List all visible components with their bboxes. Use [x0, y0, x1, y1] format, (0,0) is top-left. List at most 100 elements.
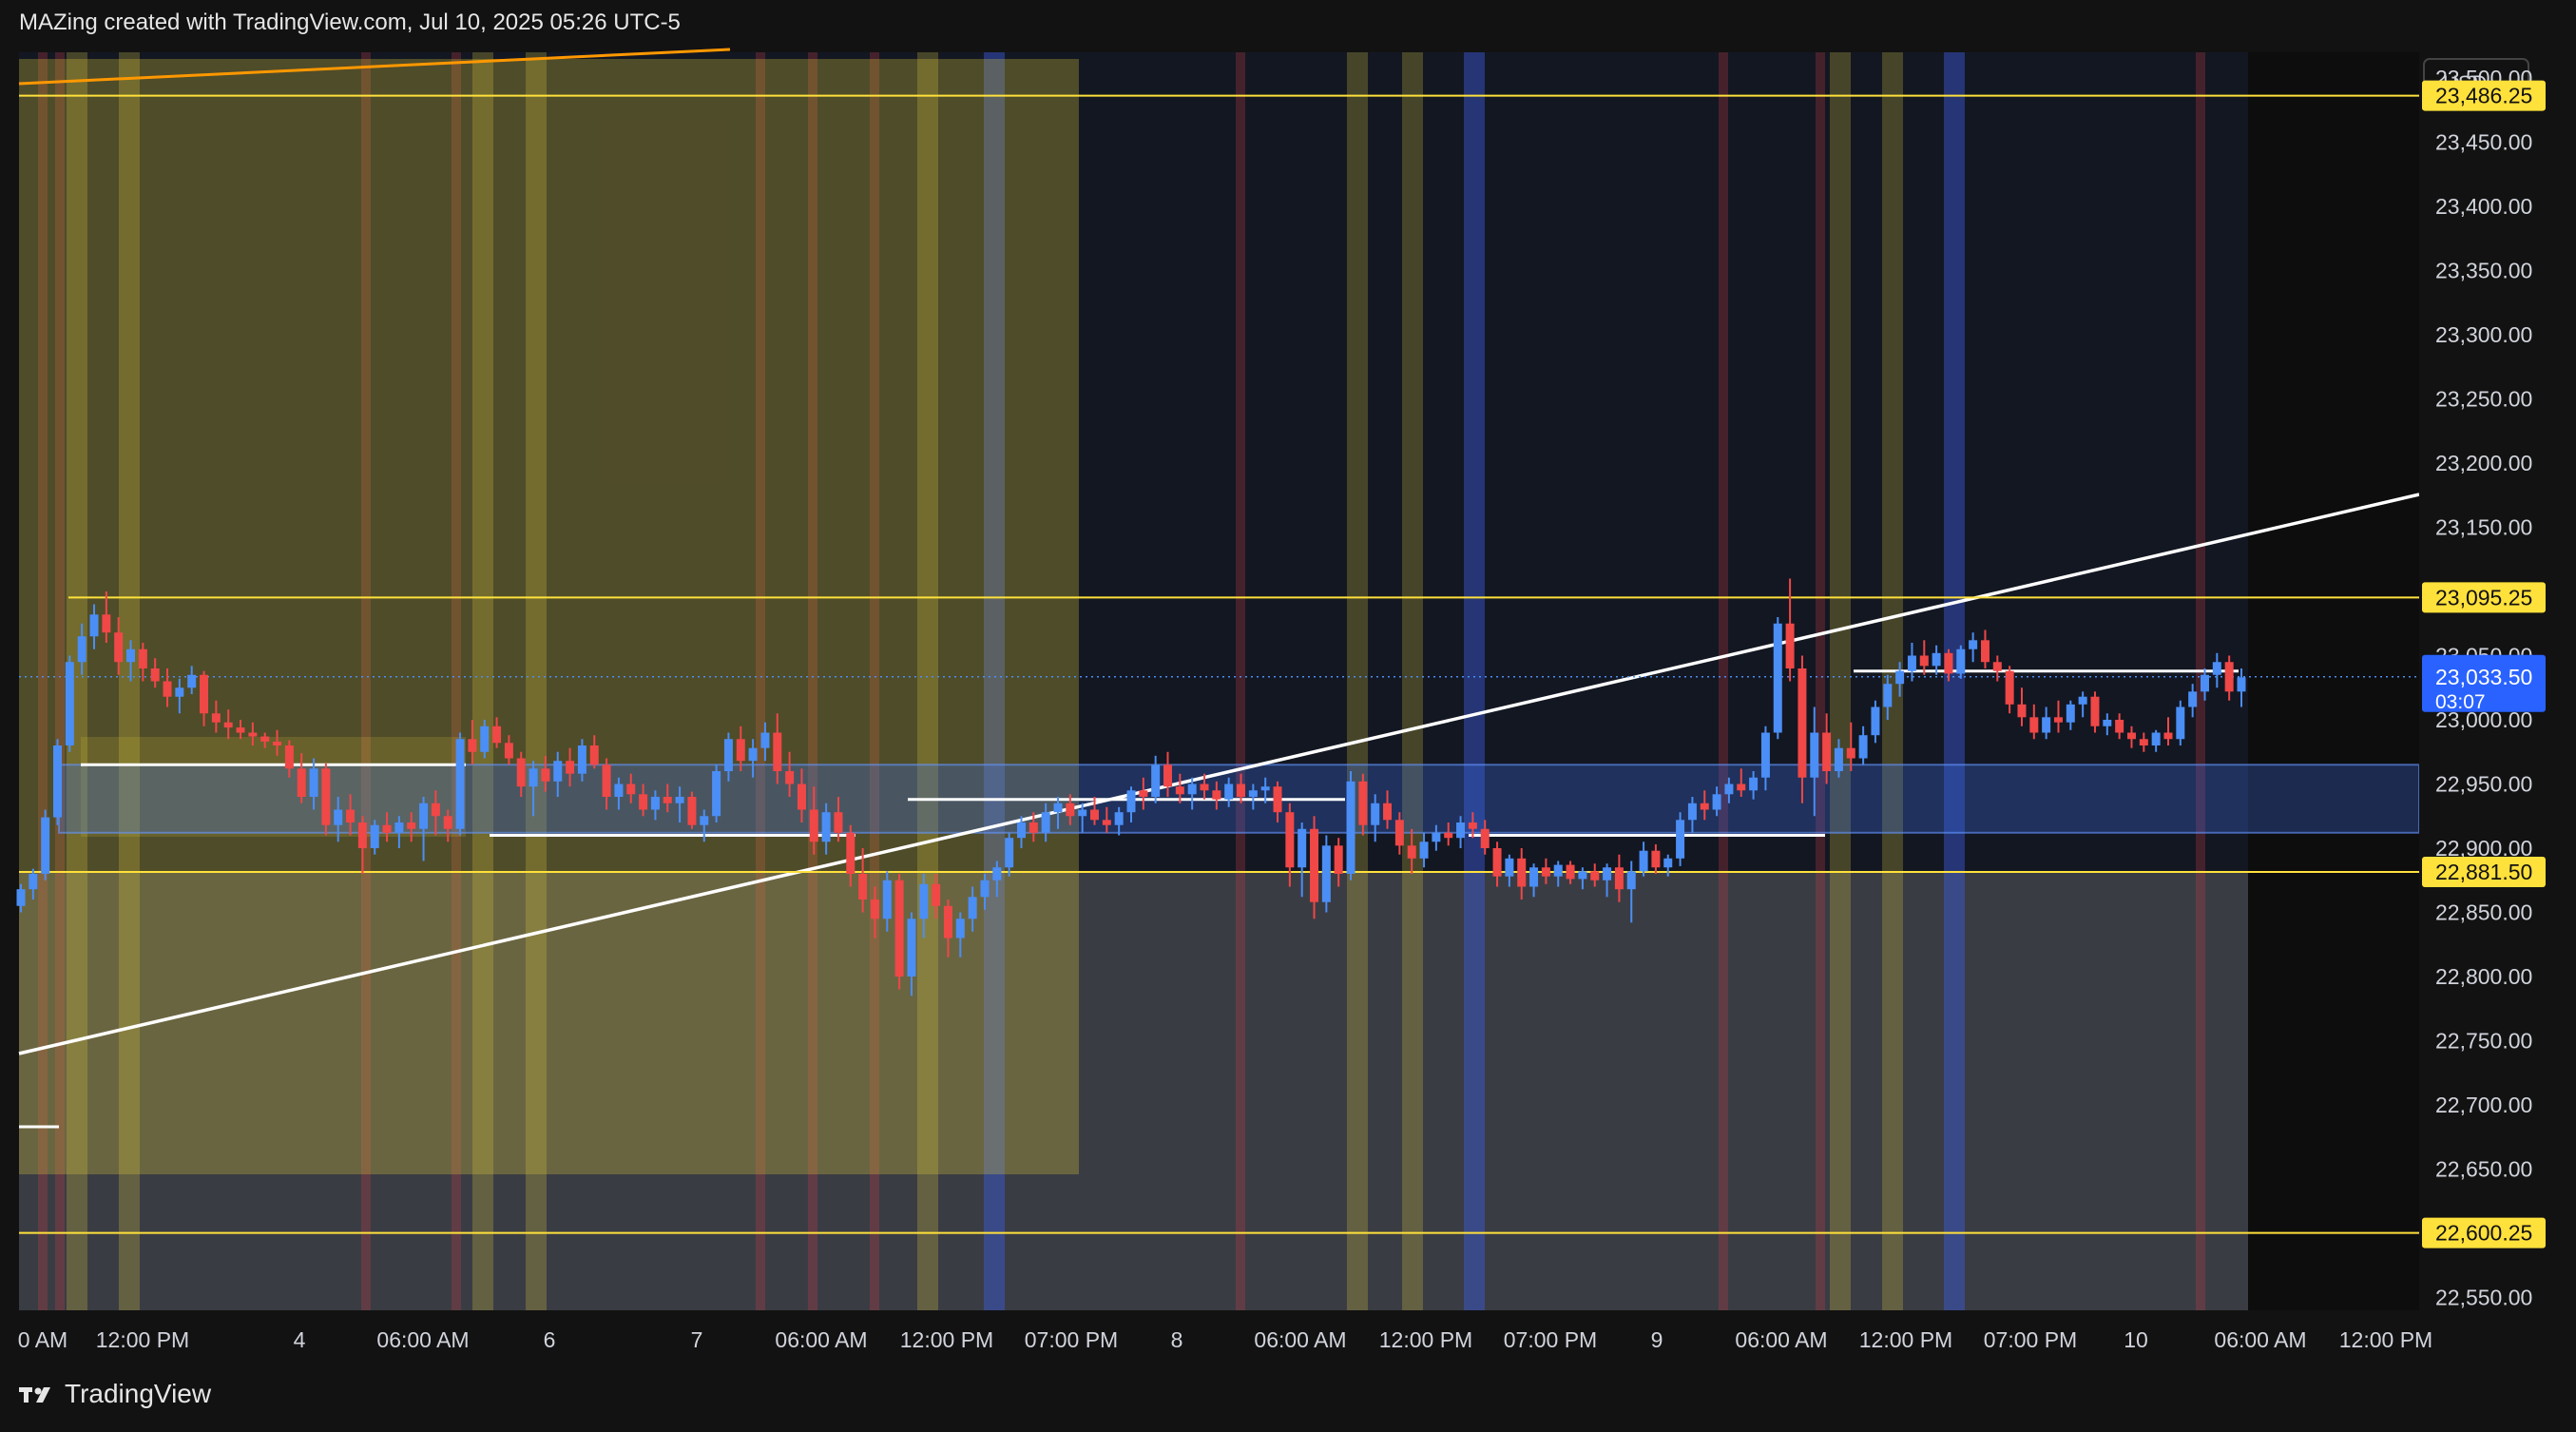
candle-body: [2115, 720, 2124, 733]
candle: [919, 874, 929, 939]
candle: [1016, 816, 1026, 848]
candle-body: [1383, 803, 1393, 821]
candle-body: [2176, 706, 2185, 740]
candle-body: [1151, 764, 1161, 797]
candle-body: [1846, 747, 1855, 759]
candle: [1578, 867, 1587, 890]
session-band: [67, 52, 87, 1310]
session-band: [1236, 52, 1245, 1310]
countdown-label: 03:07: [2435, 691, 2486, 713]
candle: [1797, 655, 1807, 803]
y-tick-label: 23,250.00: [2435, 387, 2532, 412]
candle: [2103, 713, 2112, 736]
candle-body: [1603, 867, 1612, 880]
candle: [1102, 806, 1111, 833]
tradingview-logo-icon: [19, 1387, 50, 1403]
candle-body: [687, 797, 697, 825]
tradingview-brand[interactable]: TradingView: [19, 1379, 211, 1409]
candle-body: [1980, 640, 1990, 663]
candle-body: [1737, 784, 1746, 791]
session-zone-upper: [19, 52, 2248, 872]
x-tick-label: 06:00 AM: [1254, 1327, 1346, 1352]
candle: [1590, 863, 1600, 887]
candle: [2139, 732, 2148, 752]
session-band: [55, 52, 65, 1310]
candle: [2237, 668, 2246, 707]
candle: [1773, 617, 1782, 740]
candle-body: [1883, 684, 1893, 707]
candle: [187, 666, 197, 694]
candle-body: [431, 803, 440, 817]
candle: [1846, 722, 1855, 771]
candle-body: [89, 614, 99, 637]
candle-body: [1614, 867, 1624, 890]
candle: [785, 751, 795, 797]
candle: [407, 812, 416, 842]
candle: [773, 713, 782, 784]
candle: [1517, 848, 1527, 900]
candle-body: [1492, 848, 1502, 877]
candle: [431, 790, 440, 836]
candle: [1444, 822, 1453, 846]
candle-body: [1041, 812, 1050, 833]
candle-body: [1700, 803, 1709, 810]
tradingview-brand-label: TradingView: [65, 1379, 212, 1408]
candle-body: [1566, 864, 1575, 880]
range-box: [19, 59, 1079, 1174]
candle: [712, 764, 721, 822]
candle: [1298, 822, 1307, 898]
candle: [1626, 861, 1636, 923]
candle: [650, 790, 660, 821]
candle: [114, 617, 124, 675]
candle: [321, 763, 331, 836]
candle-body: [1298, 828, 1307, 868]
candle-body: [1480, 828, 1490, 848]
candle-body: [138, 648, 147, 668]
candle: [1834, 739, 1843, 778]
candle-body: [1969, 640, 1978, 649]
candle: [821, 803, 831, 855]
candle-body: [16, 889, 26, 906]
candle-body: [41, 817, 50, 874]
candle: [1956, 645, 1966, 679]
candle: [639, 784, 648, 817]
current-price-label: 23,033.50: [2435, 665, 2532, 689]
candle-body: [1785, 623, 1795, 668]
candle-body: [1505, 858, 1514, 877]
candle-body: [2066, 704, 2075, 723]
session-band: [1816, 52, 1825, 1310]
candle-body: [809, 809, 818, 842]
candle-body: [700, 816, 709, 825]
candle-body: [2212, 662, 2221, 675]
candle-body: [1553, 864, 1563, 877]
x-tick-label: 6: [544, 1327, 556, 1352]
time-axis-background: [0, 1310, 2419, 1350]
candle: [468, 720, 477, 765]
x-tick-label: 10: [2124, 1327, 2148, 1352]
candle: [846, 824, 855, 887]
candle-body: [577, 745, 586, 774]
candle-body: [200, 674, 209, 714]
candle-body: [1541, 867, 1550, 877]
session-vertical-bands: [38, 52, 2205, 1310]
candle: [980, 874, 990, 910]
level-price-tag: [2422, 1217, 2546, 1248]
candle-body: [1394, 820, 1404, 846]
candle-body: [504, 743, 513, 759]
candle-body: [1078, 809, 1087, 817]
candle-body: [712, 771, 721, 817]
candle-body: [980, 880, 990, 898]
candle-body: [566, 761, 575, 774]
candle-body: [1760, 732, 1770, 778]
candle-body: [870, 900, 879, 919]
candle-body: [785, 771, 795, 784]
candle-body: [1687, 803, 1697, 821]
candle-body: [1724, 784, 1734, 795]
candle: [2005, 666, 2014, 714]
candle: [2163, 717, 2173, 745]
candle-body: [1126, 790, 1136, 813]
candle: [700, 809, 709, 842]
candle: [2212, 652, 2221, 688]
level-price-tag-label: 22,881.50: [2435, 860, 2532, 884]
